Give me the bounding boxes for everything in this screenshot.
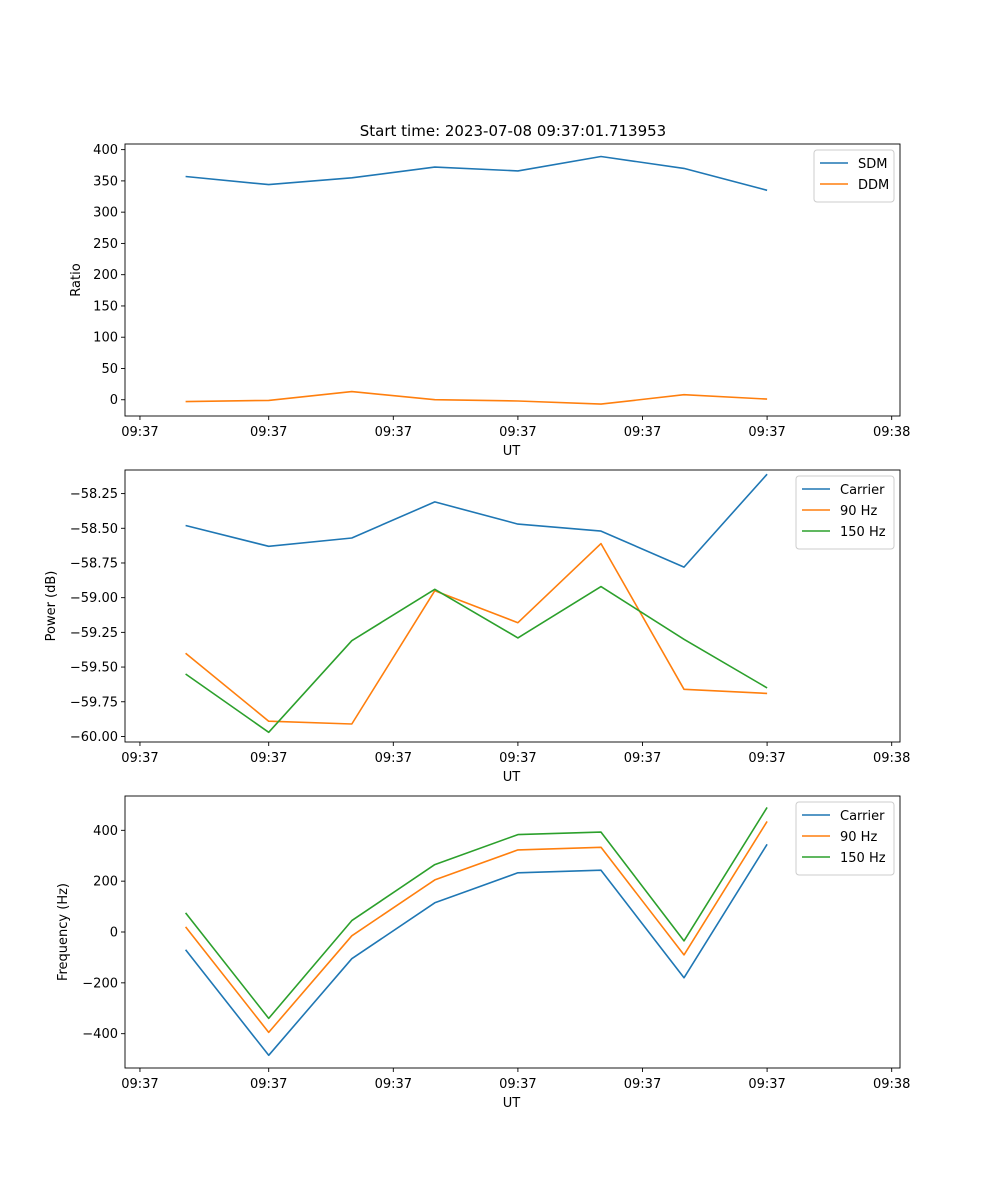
- chart-panel-3: 09:37 09:37 09:37 09:37 09:37 09:37 09:38 −400 −…: [56, 795, 910, 1111]
- x-tick-label: 09:37: [250, 1077, 287, 1092]
- axes-frame: [124, 143, 901, 417]
- x-tick-label: 09:37: [748, 425, 785, 440]
- x-tick-label: 09:38: [873, 751, 910, 766]
- y-tick-label: −200: [82, 976, 118, 991]
- y-tick-label: 400: [93, 824, 118, 839]
- legend-label-150-hz: 150 Hz: [840, 851, 886, 866]
- y-tick-label: −58.25: [70, 487, 118, 502]
- series-line-150-hz: [184, 806, 768, 1020]
- y-tick-label: 350: [93, 174, 118, 189]
- series-line-ddm: [185, 390, 768, 405]
- y-tick-label: 200: [93, 268, 118, 283]
- legend: Carrier 90 Hz 150 Hz: [795, 801, 895, 876]
- x-tick-label: 09:37: [375, 1077, 412, 1092]
- y-tick-label: 200: [93, 875, 118, 890]
- y-tick-label: 300: [93, 206, 118, 221]
- y-tick-label: 250: [93, 237, 118, 252]
- y-axis-label: Power (dB): [44, 571, 59, 642]
- y-tick-label: −58.50: [70, 522, 118, 537]
- x-tick-label: 09:37: [624, 1077, 661, 1092]
- legend-label-90-hz: 90 Hz: [840, 830, 877, 845]
- x-axis-label: UT: [503, 444, 521, 459]
- legend: SDM DDM: [813, 149, 895, 203]
- x-tick-label: 09:37: [624, 425, 661, 440]
- x-axis-label: UT: [503, 770, 521, 785]
- series-line-carrier: [184, 843, 768, 1057]
- axes-frame: [124, 469, 901, 743]
- y-tick-label: 400: [93, 143, 118, 158]
- x-tick-label: 09:37: [499, 751, 536, 766]
- series-line-carrier: [185, 473, 768, 568]
- x-tick-label: 09:37: [748, 751, 785, 766]
- x-tick-label: 09:37: [121, 751, 158, 766]
- series-line-90-hz: [185, 542, 768, 725]
- legend-label-ddm: DDM: [858, 178, 889, 193]
- x-tick-label: 09:37: [375, 425, 412, 440]
- chart-panel-2: 09:37 09:37 09:37 09:37 09:37 09:37 09:38 −60.0…: [44, 469, 910, 785]
- y-axis-label: Ratio: [69, 263, 84, 296]
- x-tick-label: 09:37: [499, 1077, 536, 1092]
- legend-label-sdm: SDM: [858, 157, 887, 172]
- legend-label-90-hz: 90 Hz: [840, 504, 877, 519]
- legend-label-150-hz: 150 Hz: [840, 525, 886, 540]
- x-tick-label: 09:37: [250, 425, 287, 440]
- series-line-150-hz: [185, 585, 768, 734]
- x-tick-label: 09:37: [121, 1077, 158, 1092]
- legend-label-carrier: Carrier: [840, 809, 885, 824]
- y-tick-label: 100: [93, 331, 118, 346]
- y-tick-label: −59.25: [70, 626, 118, 641]
- y-tick-label: −58.75: [70, 556, 118, 571]
- y-tick-label: −59.50: [70, 661, 118, 676]
- y-tick-label: 50: [101, 362, 118, 377]
- y-tick-label: 0: [110, 393, 118, 408]
- legend: Carrier 90 Hz 150 Hz: [795, 475, 895, 550]
- y-tick-label: −60.00: [70, 730, 118, 745]
- series-line-sdm: [185, 155, 768, 192]
- x-tick-label: 09:38: [873, 1077, 910, 1092]
- x-axis-label: UT: [503, 1096, 521, 1111]
- x-tick-label: 09:37: [375, 751, 412, 766]
- y-tick-label: −59.00: [70, 591, 118, 606]
- legend-label-carrier: Carrier: [840, 483, 885, 498]
- y-tick-label: 150: [93, 299, 118, 314]
- x-tick-label: 09:37: [250, 751, 287, 766]
- series-line-90-hz: [184, 820, 768, 1034]
- x-tick-label: 09:38: [873, 425, 910, 440]
- chart-panel-1: 09:37 09:37 09:37 09:37 09:37 09:37 09:38 0 50 10…: [69, 143, 910, 459]
- y-tick-label: 0: [110, 926, 118, 941]
- figure-title: Start time: 2023-07-08 09:37:01.713953: [360, 122, 666, 140]
- x-tick-label: 09:37: [748, 1077, 785, 1092]
- x-tick-label: 09:37: [121, 425, 158, 440]
- y-tick-label: −400: [82, 1027, 118, 1042]
- x-tick-label: 09:37: [624, 751, 661, 766]
- y-axis-label: Frequency (Hz): [56, 883, 71, 981]
- x-tick-label: 09:37: [499, 425, 536, 440]
- y-tick-label: −59.75: [70, 695, 118, 710]
- plots: 09:37 09:37 09:37 09:37 09:37 09:37 09:38 0 50 10…: [44, 143, 910, 1111]
